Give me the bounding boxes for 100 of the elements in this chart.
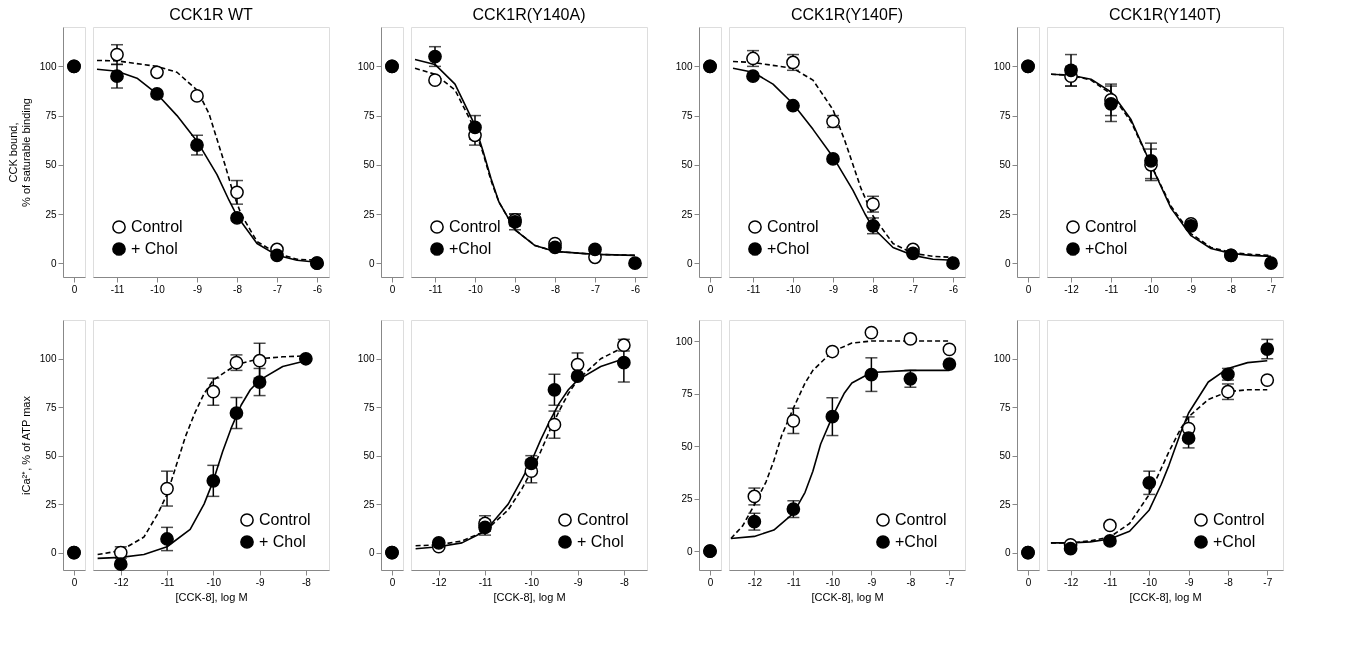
y-tick-label: 100: [39, 60, 57, 72]
y-tick-label: 0: [368, 547, 375, 559]
legend-label: +Chol: [1213, 533, 1256, 550]
x-tick-label: 0: [389, 576, 396, 588]
y-tick-label: 25: [45, 208, 57, 220]
x-tick-label: -8: [869, 283, 879, 295]
x-tick-label: -9: [1187, 283, 1197, 295]
chart-title: CCK1R(Y140F): [790, 6, 904, 23]
y-tick-label: 75: [45, 401, 57, 413]
legend-label: + Chol: [259, 533, 306, 550]
x-tick-label: -8: [906, 576, 916, 588]
y-axis-title: iCa²⁺, % of ATP max: [19, 395, 32, 495]
y-tick-label: 75: [45, 110, 57, 122]
legend-label: Control: [895, 511, 947, 528]
y-tick-label: 25: [681, 493, 693, 505]
y-tick-label: 75: [363, 401, 375, 413]
x-axis-title: [CCK-8], log M: [811, 590, 884, 603]
x-tick-label: -7: [273, 283, 283, 295]
legend-label: +Chol: [767, 240, 810, 257]
x-tick-label: 0: [71, 283, 78, 295]
y-tick-label: 75: [681, 110, 693, 122]
legend-label: +Chol: [1085, 240, 1128, 257]
x-tick-label: -8: [1227, 283, 1237, 295]
legend-label: +Chol: [449, 240, 492, 257]
x-tick-label: -7: [1263, 576, 1273, 588]
legend-label: Control: [449, 218, 501, 235]
x-tick-label: 0: [707, 283, 714, 295]
x-tick-label: -12: [747, 576, 763, 588]
y-tick-label: 50: [681, 440, 693, 452]
legend-label: +Chol: [895, 533, 938, 550]
y-tick-label: 75: [363, 110, 375, 122]
y-tick-label: 100: [675, 60, 693, 72]
y-tick-label: 0: [1004, 547, 1011, 559]
chart-title: CCK1R WT: [169, 6, 253, 23]
x-tick-label: -7: [945, 576, 955, 588]
legend-label: Control: [259, 511, 311, 528]
y-tick-label: 100: [675, 335, 693, 347]
x-tick-label: -6: [949, 283, 959, 295]
y-tick-label: 0: [50, 257, 57, 269]
y-tick-label: 50: [363, 450, 375, 462]
x-axis-title: [CCK-8], log M: [1129, 590, 1202, 603]
y-tick-label: 50: [45, 450, 57, 462]
y-tick-label: 100: [993, 353, 1011, 365]
x-tick-label: -8: [233, 283, 243, 295]
x-tick-label: -9: [867, 576, 877, 588]
legend-label: Control: [577, 511, 629, 528]
x-tick-label: -10: [206, 576, 222, 588]
y-tick-label: 50: [45, 159, 57, 171]
y-tick-label: 75: [681, 388, 693, 400]
y-tick-label: 50: [363, 159, 375, 171]
y-tick-label: 25: [999, 498, 1011, 510]
x-tick-label: -7: [909, 283, 919, 295]
y-tick-label: 25: [363, 498, 375, 510]
y-axis-title: CCK bound, % of saturable binding: [6, 98, 32, 207]
x-tick-label: -11: [1104, 283, 1119, 295]
x-tick-label: -11: [428, 283, 443, 295]
x-tick-label: -6: [631, 283, 641, 295]
x-tick-label: -8: [619, 576, 630, 588]
y-tick-label: 0: [686, 545, 693, 557]
x-tick-label: -11: [478, 576, 493, 588]
x-tick-label: -12: [432, 576, 447, 588]
x-tick-label: -8: [301, 576, 312, 588]
y-tick-label: 25: [999, 208, 1011, 220]
x-tick-label: -9: [1184, 576, 1194, 588]
x-tick-label: 0: [389, 283, 396, 295]
x-tick-label: -12: [1063, 576, 1079, 588]
y-tick-label: 100: [357, 60, 375, 72]
chart-title: CCK1R(Y140A): [472, 6, 586, 23]
x-axis-title: [CCK-8], log M: [493, 590, 566, 603]
legend-label: + Chol: [577, 533, 624, 550]
x-tick-label: -9: [255, 576, 265, 588]
x-tick-label: -7: [591, 283, 601, 295]
x-tick-label: -6: [313, 283, 323, 295]
x-tick-label: -11: [110, 283, 125, 295]
x-axis-title: [CCK-8], log M: [175, 590, 248, 603]
chart-title: CCK1R(Y140T): [1108, 6, 1222, 23]
x-tick-label: -11: [787, 576, 802, 588]
x-tick-label: -10: [150, 283, 166, 295]
x-tick-label: -11: [160, 576, 175, 588]
y-tick-label: 0: [368, 257, 375, 269]
x-tick-label: -9: [829, 283, 839, 295]
x-tick-label: 0: [707, 576, 714, 588]
x-tick-label: -12: [1064, 283, 1080, 295]
x-tick-label: -10: [468, 283, 484, 295]
x-tick-label: 0: [1025, 283, 1032, 295]
x-tick-label: -10: [524, 576, 540, 588]
y-tick-label: 100: [357, 353, 375, 365]
y-tick-label: 0: [686, 257, 693, 269]
x-tick-label: -11: [746, 283, 761, 295]
x-tick-label: -10: [825, 576, 841, 588]
legend-label: Control: [1085, 218, 1137, 235]
x-tick-label: -12: [114, 576, 129, 588]
y-tick-label: 0: [1004, 257, 1011, 269]
y-tick-label: 25: [363, 208, 375, 220]
y-tick-label: 0: [50, 547, 57, 559]
x-tick-label: -8: [551, 283, 561, 295]
y-tick-label: 50: [681, 159, 693, 171]
y-tick-label: 50: [999, 159, 1011, 171]
y-tick-label: 100: [993, 60, 1011, 72]
x-tick-label: -9: [573, 576, 583, 588]
